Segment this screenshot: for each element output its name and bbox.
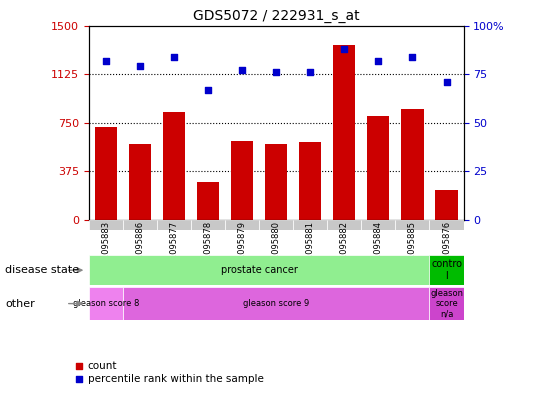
Bar bbox=[95, 127, 117, 220]
Text: disease state: disease state bbox=[5, 265, 80, 275]
Bar bbox=[430, 220, 464, 230]
Bar bbox=[368, 116, 390, 220]
Text: GSM1095880: GSM1095880 bbox=[272, 220, 281, 277]
Point bbox=[238, 67, 246, 73]
Bar bbox=[123, 287, 430, 320]
Text: other: other bbox=[5, 299, 35, 309]
Text: GSM1095878: GSM1095878 bbox=[204, 220, 212, 277]
Text: gleason score 8: gleason score 8 bbox=[73, 299, 139, 308]
Text: GSM1095885: GSM1095885 bbox=[408, 220, 417, 277]
Bar bbox=[89, 220, 123, 230]
Bar bbox=[299, 142, 321, 220]
Title: GDS5072 / 222931_s_at: GDS5072 / 222931_s_at bbox=[193, 9, 360, 23]
Bar bbox=[89, 287, 123, 320]
Bar bbox=[157, 220, 191, 230]
Bar bbox=[259, 220, 293, 230]
Text: GSM1095877: GSM1095877 bbox=[170, 220, 178, 277]
Text: GSM1095876: GSM1095876 bbox=[442, 220, 451, 277]
Point bbox=[272, 69, 281, 75]
Bar bbox=[123, 220, 157, 230]
Text: gleason score 9: gleason score 9 bbox=[243, 299, 309, 308]
Bar bbox=[402, 108, 424, 220]
Text: GSM1095879: GSM1095879 bbox=[238, 220, 247, 277]
Bar bbox=[231, 141, 253, 220]
Bar bbox=[129, 143, 151, 220]
Bar bbox=[163, 112, 185, 220]
Point bbox=[374, 57, 383, 64]
Bar bbox=[191, 220, 225, 230]
Text: contro
l: contro l bbox=[431, 259, 462, 281]
Text: GSM1095881: GSM1095881 bbox=[306, 220, 315, 277]
Text: gleason
score
n/a: gleason score n/a bbox=[430, 289, 463, 318]
Point bbox=[340, 46, 349, 52]
Bar bbox=[396, 220, 430, 230]
Bar bbox=[436, 190, 458, 220]
Bar bbox=[225, 220, 259, 230]
Text: GSM1095886: GSM1095886 bbox=[135, 220, 144, 277]
Point bbox=[204, 86, 212, 93]
Point bbox=[408, 53, 417, 60]
Bar bbox=[197, 182, 219, 220]
Point bbox=[102, 57, 110, 64]
Bar bbox=[327, 220, 361, 230]
Point bbox=[170, 53, 178, 60]
Point bbox=[306, 69, 315, 75]
Bar bbox=[430, 255, 464, 285]
Point bbox=[442, 79, 451, 85]
Bar bbox=[361, 220, 396, 230]
Bar bbox=[430, 287, 464, 320]
Text: prostate cancer: prostate cancer bbox=[221, 265, 298, 275]
Legend: count, percentile rank within the sample: count, percentile rank within the sample bbox=[75, 361, 264, 384]
Bar bbox=[293, 220, 327, 230]
Text: GSM1095883: GSM1095883 bbox=[101, 220, 110, 277]
Bar bbox=[265, 143, 287, 220]
Text: GSM1095882: GSM1095882 bbox=[340, 220, 349, 277]
Bar bbox=[333, 45, 355, 220]
Text: GSM1095884: GSM1095884 bbox=[374, 220, 383, 277]
Point bbox=[136, 63, 144, 70]
